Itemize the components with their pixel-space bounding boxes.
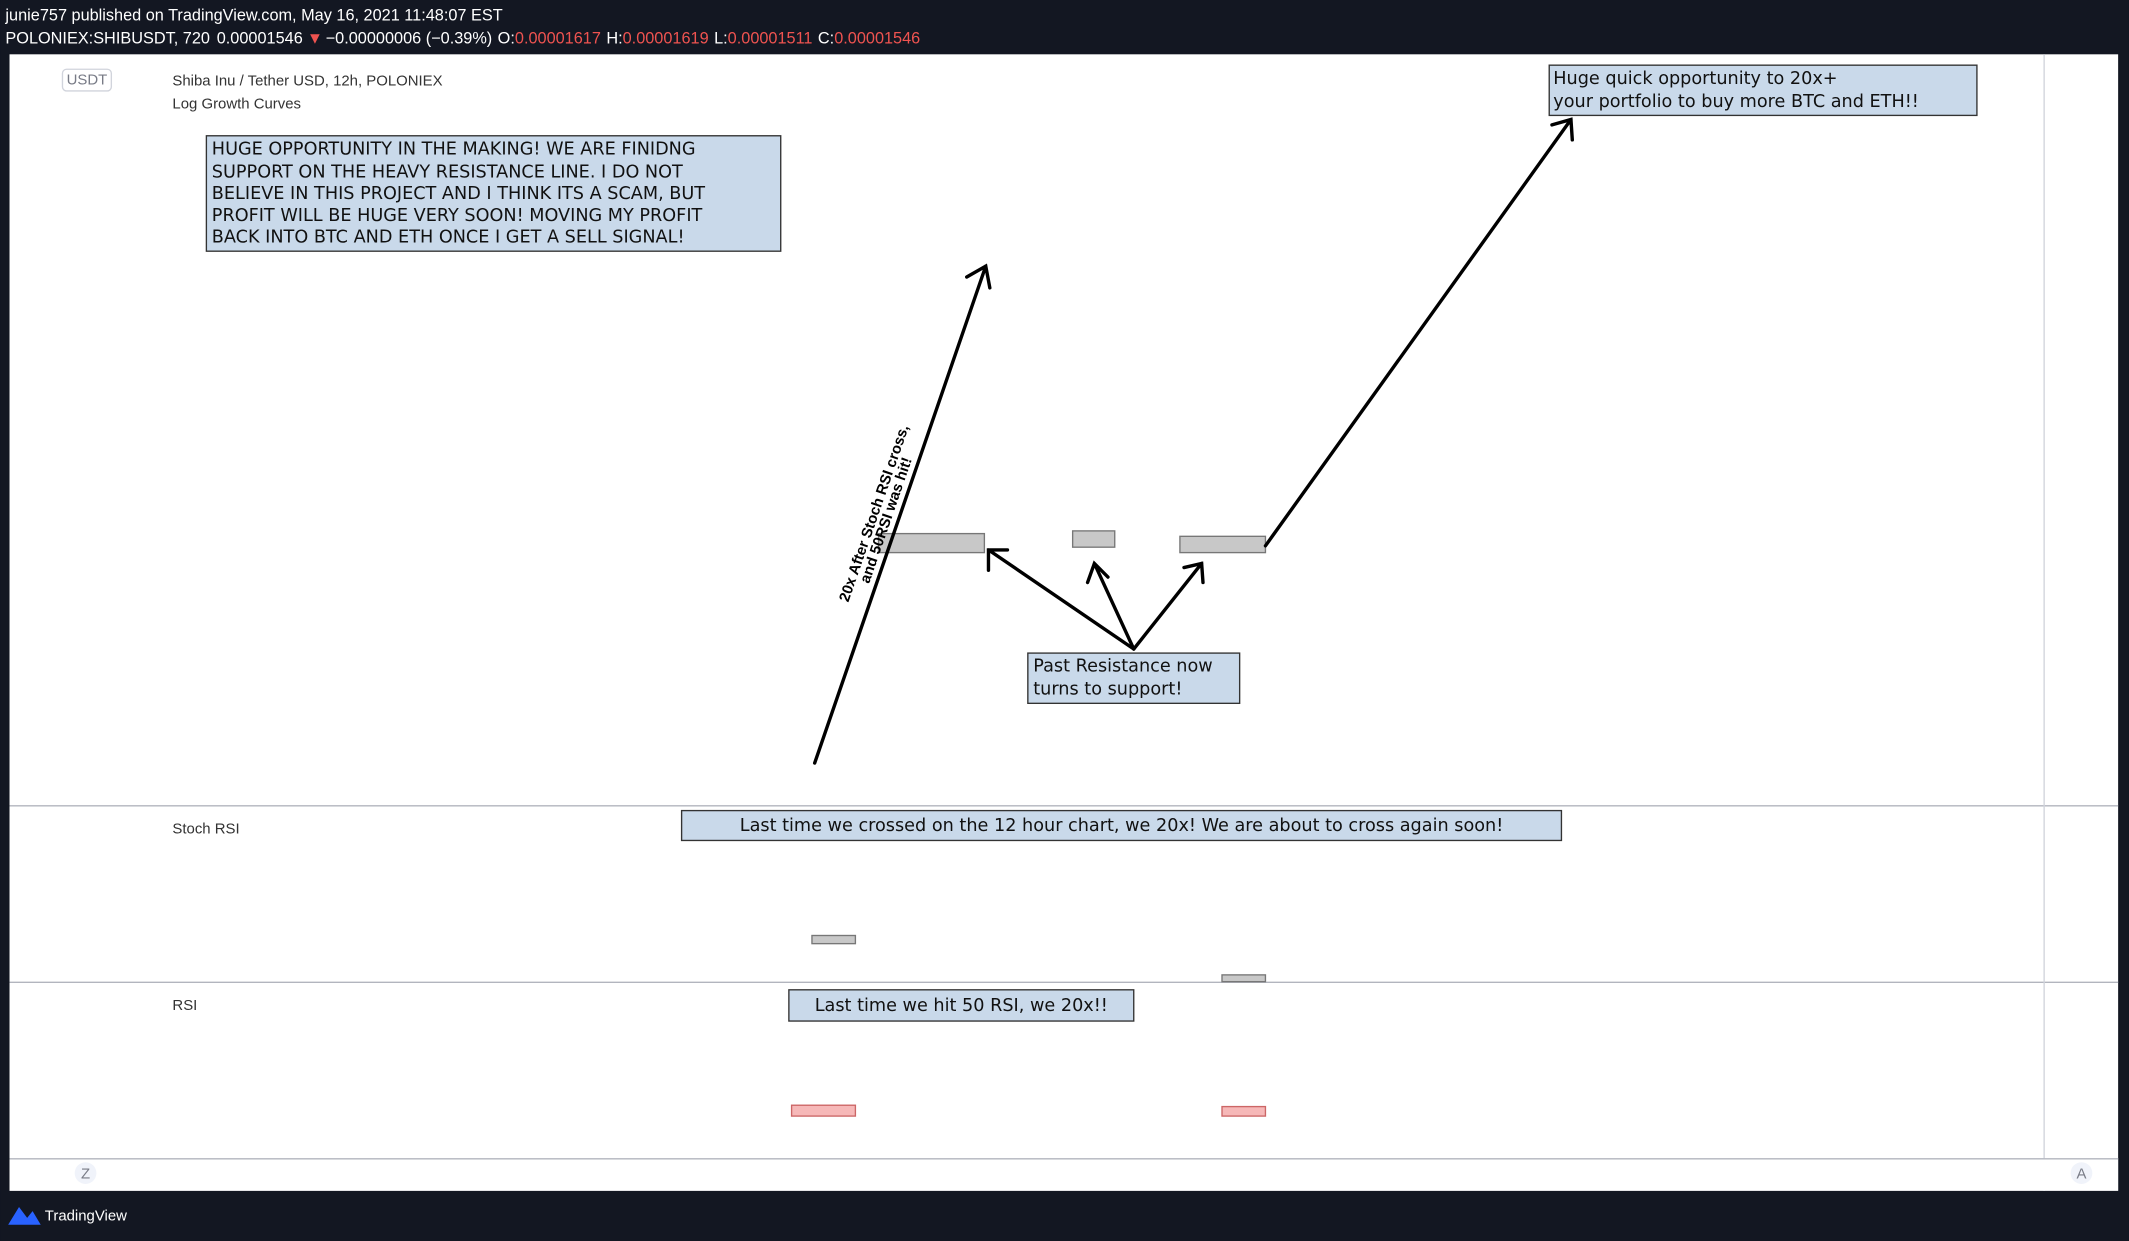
banner-text: Last time we hit 50 RSI, we 20x!!: [815, 996, 1108, 1016]
ohlc-value: 0.00001546: [834, 30, 920, 48]
author-line: junie757 published on TradingView.com, M…: [4, 7, 502, 25]
zone: [1179, 535, 1267, 554]
ohlc-label: H:: [606, 30, 622, 48]
axis-buttons: Z A: [74, 1162, 2093, 1184]
button-label: Z: [81, 1165, 90, 1182]
arrow: [1085, 560, 1136, 651]
note-line: your portfolio to buy more BTC and ETH!!: [1553, 92, 1919, 112]
pane-title: RSI: [172, 997, 197, 1014]
symbol: POLONIEX:SHIBUSDT, 720: [5, 30, 210, 48]
ohlc-value: 0.00001617: [515, 30, 601, 48]
arrow: ▼: [307, 30, 323, 48]
zone: [811, 934, 857, 945]
arrow: [812, 263, 992, 765]
arrow: [986, 548, 1136, 651]
zone: [1071, 530, 1116, 548]
zoom-button[interactable]: [74, 1162, 97, 1184]
dividers: [9, 54, 2119, 1191]
change: −0.00000006 (−0.39%): [326, 30, 493, 48]
ohlc-value: 0.00001511: [728, 30, 813, 48]
symbol-line: POLONIEX:SHIBUSDT, 720 0.00001546 ▼ −0.0000…: [5, 30, 920, 48]
zone: [877, 532, 986, 554]
arrow: [1263, 117, 1575, 548]
time-axis: [9, 1158, 2119, 1191]
banner: [788, 989, 1135, 1022]
brand: TradingView: [45, 1207, 127, 1224]
zone: [1221, 974, 1267, 983]
currency-badge[interactable]: [61, 68, 113, 92]
drawings: [790, 117, 1575, 1117]
note-box: [1027, 652, 1241, 705]
note-line: BELIEVE IN THIS PROJECT AND I THINK ITS …: [212, 184, 705, 204]
price: 0.00001546: [217, 30, 303, 48]
auto-button[interactable]: [2070, 1162, 2093, 1184]
ohlc-value: 0.00001619: [623, 30, 709, 48]
note-box: [205, 135, 782, 252]
note-line: PROFIT WILL BE HUGE VERY SOON! MOVING MY…: [212, 206, 703, 226]
zone: [1221, 1105, 1267, 1117]
chart-subtitle: Log Growth Curves: [172, 95, 301, 112]
button-label: A: [2076, 1165, 2086, 1182]
note-line: turns to support!: [1033, 680, 1182, 700]
chart-title: Shiba Inu / Tether USD, 12h, POLONIEX: [172, 72, 442, 89]
ohlc-label: O:: [498, 30, 515, 48]
note-line: Past Resistance now: [1033, 657, 1212, 677]
banner-text: Last time we crossed on the 12 hour char…: [740, 816, 1504, 836]
note-box: [1548, 64, 1978, 117]
note-line: BACK INTO BTC AND ETH ONCE I GET A SELL …: [212, 228, 685, 248]
currency: USDT: [67, 72, 108, 89]
arrow: [1132, 561, 1205, 651]
note-line: Huge quick opportunity to 20x+: [1553, 69, 1837, 89]
ohlc-label: L:: [714, 30, 728, 48]
note-line: SUPPORT ON THE HEAVY RESISTANCE LINE. I …: [212, 162, 683, 182]
banner: [680, 809, 1563, 842]
ohlc-label: C:: [818, 30, 834, 48]
note-line: HUGE OPPORTUNITY IN THE MAKING! WE ARE F…: [212, 139, 696, 159]
zone: [790, 1104, 857, 1117]
pane-titles: Shiba Inu / Tether USD, 12h, POLONIEX Lo…: [61, 68, 443, 1014]
pane-title: Stoch RSI: [172, 821, 239, 838]
